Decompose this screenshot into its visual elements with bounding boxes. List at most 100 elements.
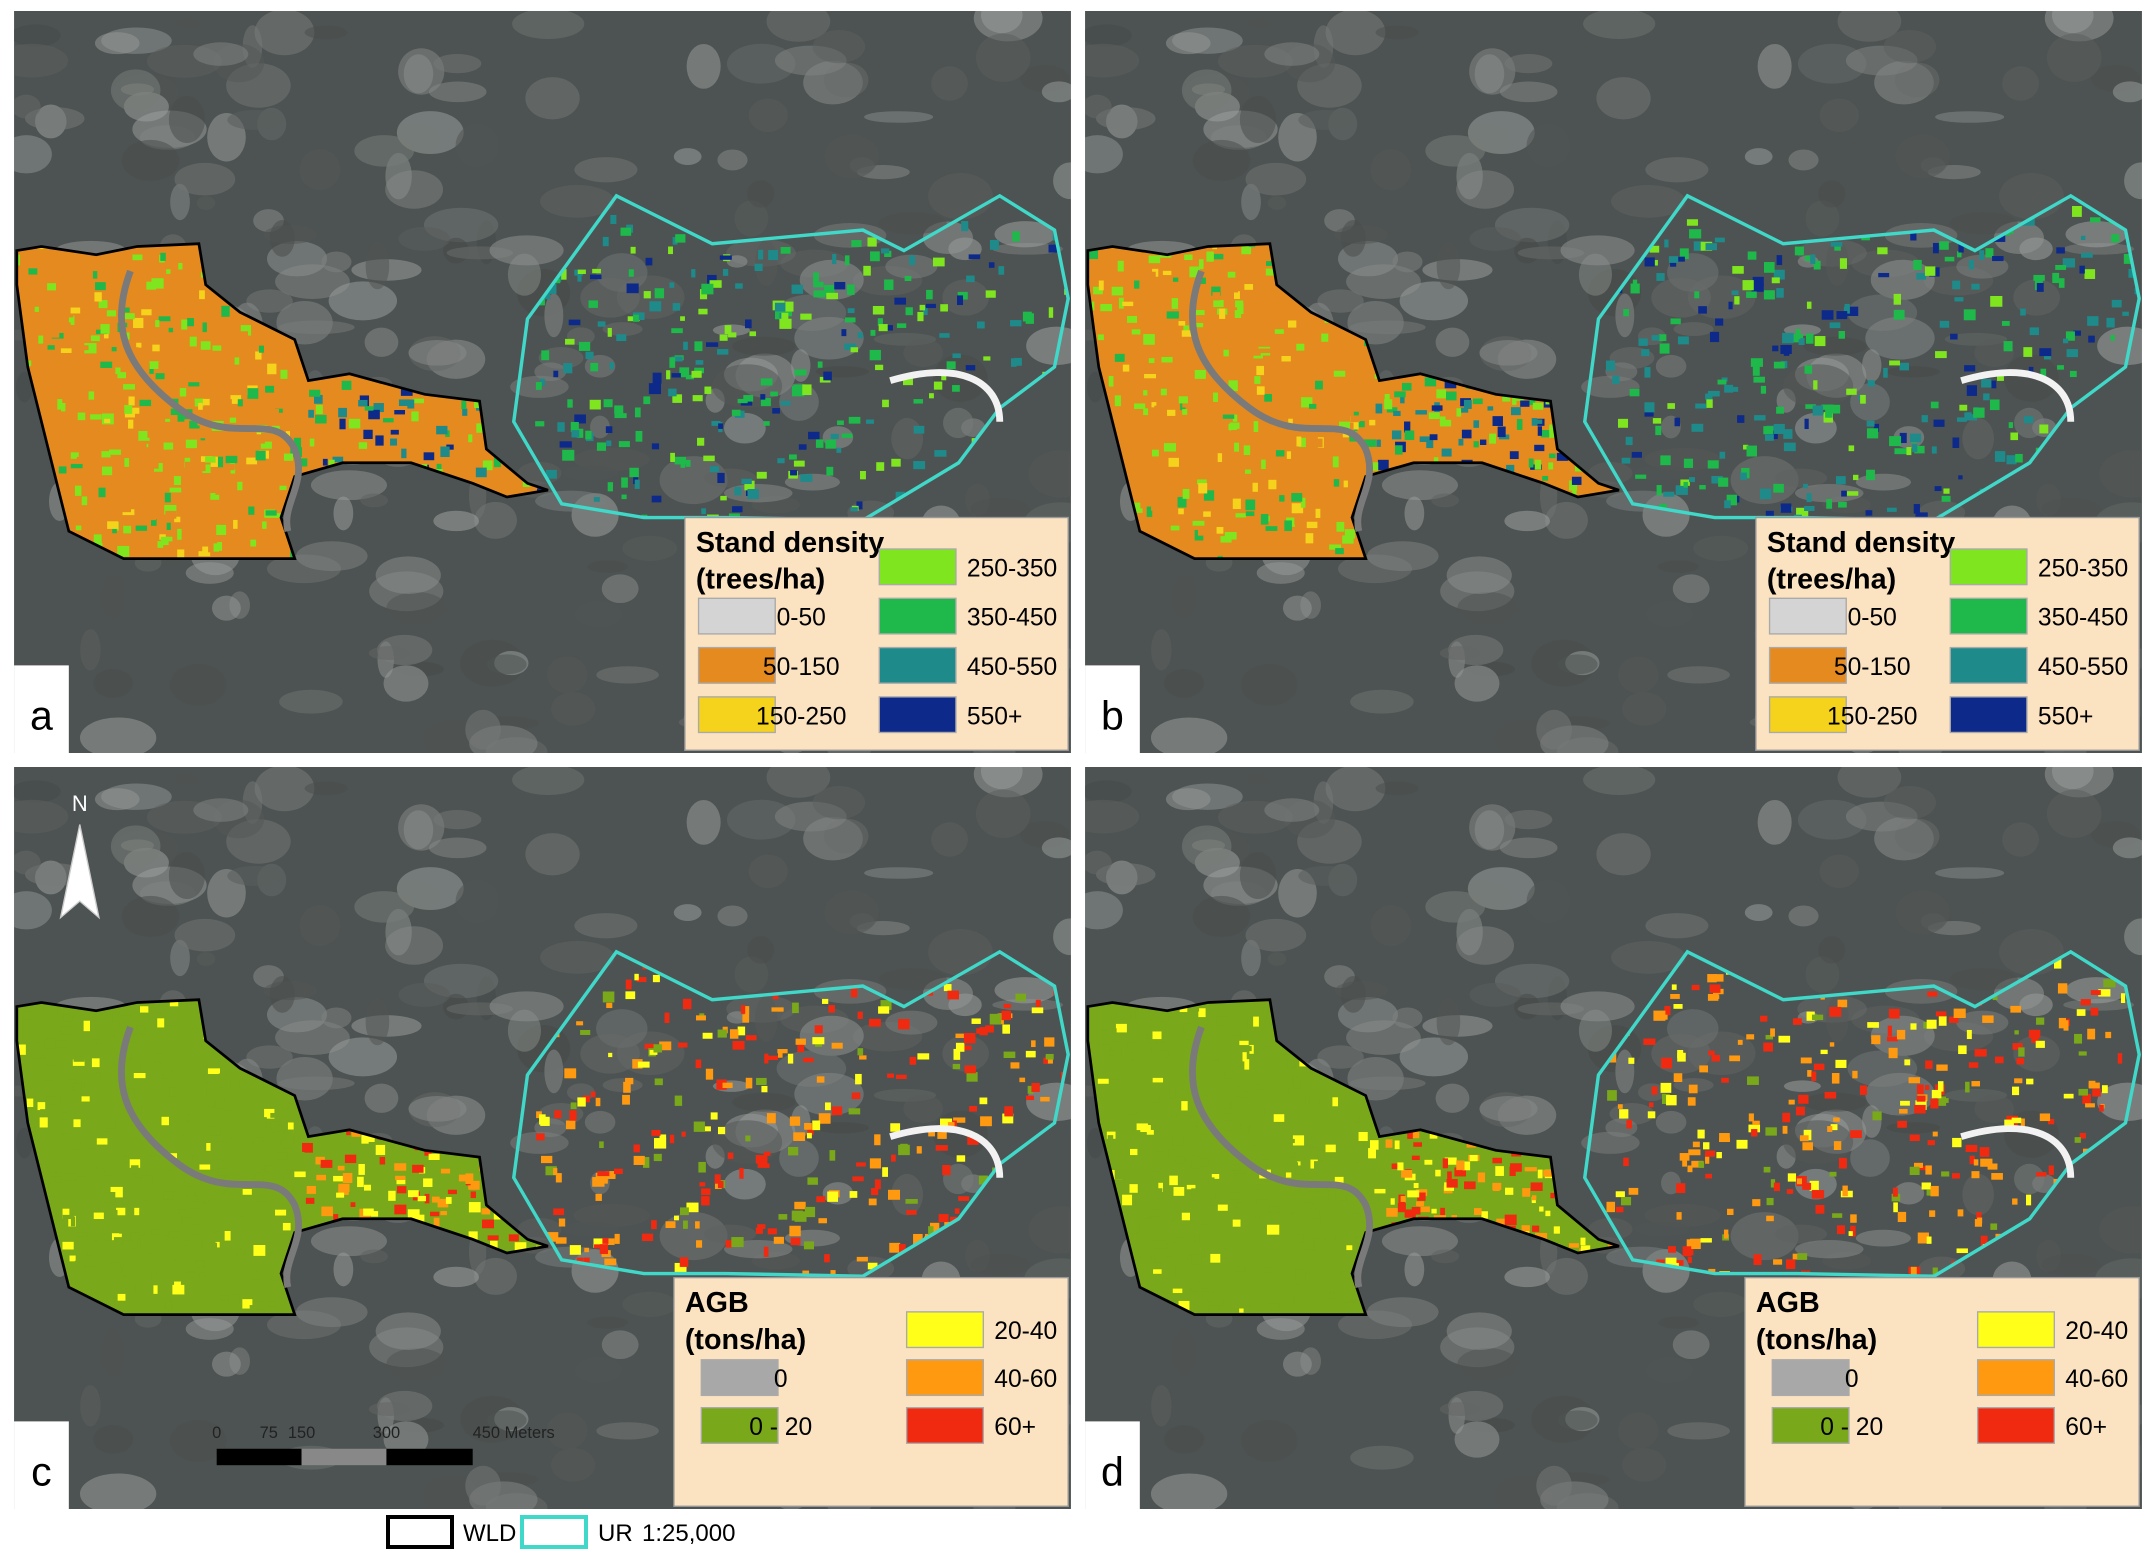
pixel bbox=[219, 1183, 227, 1194]
pixel bbox=[1148, 358, 1155, 364]
pixel bbox=[620, 227, 632, 236]
imagery-texture bbox=[1536, 1465, 1572, 1506]
pixel bbox=[1254, 1084, 1263, 1090]
pixel bbox=[1031, 1040, 1036, 1048]
imagery-texture bbox=[328, 281, 398, 321]
pixel bbox=[1463, 399, 1472, 409]
pixel bbox=[1776, 255, 1783, 266]
pixel bbox=[604, 1258, 617, 1266]
pixel bbox=[800, 313, 812, 320]
pixel bbox=[62, 1208, 70, 1219]
pixel bbox=[1773, 483, 1784, 493]
pixel bbox=[72, 1059, 85, 1066]
pixel bbox=[70, 1216, 76, 1227]
legend-swatch bbox=[697, 696, 776, 734]
pixel bbox=[68, 315, 75, 326]
pixel bbox=[906, 1210, 917, 1215]
pixel bbox=[570, 421, 579, 433]
pixel bbox=[1191, 1105, 1201, 1116]
pixel bbox=[1268, 1206, 1279, 1213]
pixel bbox=[744, 480, 755, 491]
pixel bbox=[1366, 1164, 1372, 1174]
pixel bbox=[44, 1038, 56, 1049]
pixel bbox=[1232, 414, 1238, 422]
pixel bbox=[1878, 272, 1890, 278]
pixel bbox=[140, 1028, 148, 1035]
imagery-texture bbox=[1446, 556, 1512, 594]
pixel bbox=[1158, 1182, 1163, 1193]
pixel bbox=[95, 1011, 102, 1022]
pixel bbox=[1162, 1050, 1169, 1058]
pixel bbox=[933, 381, 943, 390]
pixel bbox=[151, 278, 164, 289]
pixel bbox=[870, 329, 876, 336]
pixel bbox=[1178, 1300, 1190, 1312]
pixel bbox=[1357, 427, 1367, 436]
pixel bbox=[1404, 421, 1411, 433]
pixel bbox=[1228, 380, 1238, 392]
imagery-texture bbox=[1949, 212, 2018, 235]
pixel bbox=[1186, 1184, 1196, 1190]
imagery-texture bbox=[1392, 1007, 1423, 1029]
pixel bbox=[337, 1165, 345, 1171]
pixel bbox=[1245, 499, 1256, 511]
pixel bbox=[605, 1171, 616, 1179]
pixel bbox=[1715, 318, 1724, 326]
pixel bbox=[1118, 297, 1124, 309]
pixel bbox=[31, 1042, 39, 1049]
pixel bbox=[816, 1076, 825, 1083]
pixel bbox=[174, 516, 181, 523]
legend-label: 50-150 bbox=[1834, 654, 1911, 681]
pixel bbox=[243, 487, 253, 494]
pixel bbox=[1152, 1077, 1164, 1083]
imagery-texture bbox=[408, 1095, 467, 1122]
pixel bbox=[424, 1150, 432, 1156]
pixel bbox=[574, 414, 586, 424]
pixel bbox=[1803, 483, 1808, 489]
panel-letter: c bbox=[31, 1449, 52, 1495]
pixel bbox=[277, 1225, 288, 1232]
pixel bbox=[217, 408, 223, 414]
pixel bbox=[669, 357, 676, 368]
pixel bbox=[953, 1117, 966, 1123]
pixel bbox=[643, 291, 651, 299]
pixel bbox=[774, 302, 786, 312]
pixel bbox=[1243, 445, 1251, 456]
pixel bbox=[64, 247, 71, 258]
wld-boundary bbox=[1086, 242, 1620, 560]
pixel bbox=[1265, 268, 1276, 276]
pixel bbox=[1442, 1158, 1448, 1169]
pixel bbox=[220, 516, 228, 525]
pixel bbox=[1753, 376, 1765, 383]
legend-label: 450-550 bbox=[967, 654, 1057, 681]
pixel bbox=[1138, 1006, 1151, 1014]
pixel bbox=[165, 418, 171, 424]
pixel bbox=[643, 1157, 650, 1168]
pixel bbox=[1804, 365, 1813, 374]
pixel bbox=[101, 1037, 110, 1045]
imagery-texture bbox=[310, 470, 387, 501]
pixel bbox=[1773, 361, 1785, 369]
pixel bbox=[1002, 1024, 1010, 1034]
pixel bbox=[202, 475, 209, 486]
imagery-texture bbox=[1795, 1240, 1864, 1259]
imagery-texture bbox=[408, 339, 467, 366]
pixel bbox=[577, 270, 582, 282]
pixel bbox=[2063, 338, 2069, 344]
pixel bbox=[917, 311, 924, 322]
pixel bbox=[79, 345, 89, 351]
pixel bbox=[1658, 334, 1667, 342]
pixel bbox=[1743, 444, 1749, 450]
imagery-texture bbox=[1454, 1421, 1500, 1458]
pixel bbox=[170, 408, 180, 416]
pixel bbox=[1162, 270, 1172, 276]
pixel bbox=[670, 452, 675, 462]
pixel bbox=[1664, 239, 1669, 248]
pixel bbox=[285, 371, 293, 381]
pixel bbox=[1656, 485, 1662, 496]
pixel bbox=[1292, 1135, 1305, 1146]
imagery-texture bbox=[1439, 1402, 1481, 1417]
pixel bbox=[279, 1199, 291, 1205]
imagery-texture bbox=[748, 854, 788, 889]
pixel bbox=[1244, 1126, 1249, 1136]
